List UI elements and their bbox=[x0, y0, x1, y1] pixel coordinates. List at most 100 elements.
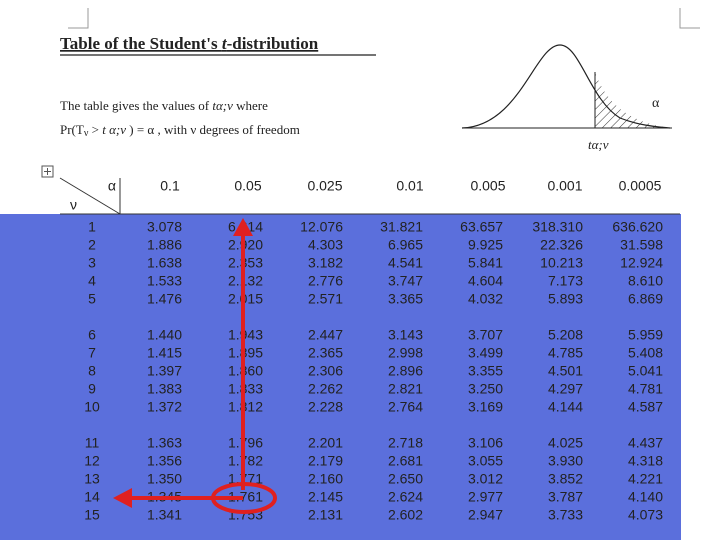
cell-value: 1.796 bbox=[228, 435, 263, 451]
selection-highlight bbox=[0, 214, 681, 540]
annotation bbox=[113, 218, 277, 514]
cell-value: 2.447 bbox=[308, 327, 343, 343]
curve-alpha: α bbox=[652, 96, 660, 111]
row-nu: 8 bbox=[88, 363, 96, 379]
cell-value: 4.144 bbox=[548, 399, 583, 415]
cell-value: 12.076 bbox=[300, 219, 343, 235]
cell-value: 2.998 bbox=[388, 345, 423, 361]
cell-value: 63.657 bbox=[460, 219, 503, 235]
cell-value: 2.145 bbox=[308, 489, 343, 505]
cell-value: 3.707 bbox=[468, 327, 503, 343]
column-header: 0.0005 bbox=[619, 178, 662, 194]
cell-value: 5.408 bbox=[628, 345, 663, 361]
cell-value: 2.896 bbox=[388, 363, 423, 379]
cell-value: 3.078 bbox=[147, 219, 182, 235]
corner-alpha: α bbox=[108, 178, 116, 194]
cell-value: 4.785 bbox=[548, 345, 583, 361]
cell-value: 4.437 bbox=[628, 435, 663, 451]
cell-value: 3.169 bbox=[468, 399, 503, 415]
cell-value: 4.587 bbox=[628, 399, 663, 415]
cell-value: 31.821 bbox=[380, 219, 423, 235]
cell-value: 3.355 bbox=[468, 363, 503, 379]
cell-value: 2.681 bbox=[388, 453, 423, 469]
cell-value: 7.173 bbox=[548, 273, 583, 289]
cell-value: 2.262 bbox=[308, 381, 343, 397]
cell-value: 1.761 bbox=[228, 489, 263, 505]
corner-nu: ν bbox=[70, 197, 77, 213]
cell-value: 5.208 bbox=[548, 327, 583, 343]
cell-value: 22.326 bbox=[540, 237, 583, 253]
cell-value: 2.947 bbox=[468, 507, 503, 523]
cell-value: 4.221 bbox=[628, 471, 663, 487]
row-nu: 9 bbox=[88, 381, 96, 397]
cell-value: 3.143 bbox=[388, 327, 423, 343]
cell-value: 4.140 bbox=[628, 489, 663, 505]
cell-value: 1.782 bbox=[228, 453, 263, 469]
cell-value: 1.341 bbox=[147, 507, 182, 523]
row-nu: 7 bbox=[88, 345, 96, 361]
cell-value: 1.533 bbox=[147, 273, 182, 289]
cell-value: 1.372 bbox=[147, 399, 182, 415]
cell-value: 2.571 bbox=[308, 291, 343, 307]
title: Table of the Student's t-distribution bbox=[60, 34, 319, 53]
cell-value: 1.440 bbox=[147, 327, 182, 343]
cell-value: 5.959 bbox=[628, 327, 663, 343]
row-nu: 11 bbox=[85, 435, 100, 451]
cell-value: 4.297 bbox=[548, 381, 583, 397]
cell-value: 1.356 bbox=[147, 453, 182, 469]
cell-value: 3.055 bbox=[468, 453, 503, 469]
cell-value: 1.363 bbox=[147, 435, 182, 451]
cell-value: 5.893 bbox=[548, 291, 583, 307]
cell-value: 9.925 bbox=[468, 237, 503, 253]
cell-value: 2.602 bbox=[388, 507, 423, 523]
column-header: 0.005 bbox=[470, 178, 505, 194]
cell-value: 1.415 bbox=[147, 345, 182, 361]
cell-value: 4.303 bbox=[308, 237, 343, 253]
cell-value: 31.598 bbox=[620, 237, 663, 253]
column-header: 0.05 bbox=[234, 178, 261, 194]
cell-value: 4.032 bbox=[468, 291, 503, 307]
cell-value: 2.131 bbox=[308, 507, 343, 523]
cell-value: 1.860 bbox=[228, 363, 263, 379]
row-nu: 14 bbox=[84, 489, 100, 505]
cell-value: 2.764 bbox=[388, 399, 423, 415]
row-nu: 4 bbox=[88, 273, 96, 289]
cell-value: 3.852 bbox=[548, 471, 583, 487]
cell-value: 5.041 bbox=[628, 363, 663, 379]
column-header: 0.001 bbox=[547, 178, 582, 194]
cell-value: 1.476 bbox=[147, 291, 182, 307]
cell-value: 8.610 bbox=[628, 273, 663, 289]
corner-diagonal bbox=[59, 177, 121, 215]
arrow-head bbox=[233, 218, 253, 236]
cell-value: 2.132 bbox=[228, 273, 263, 289]
cell-value: 1.886 bbox=[147, 237, 182, 253]
cell-value: 6.869 bbox=[628, 291, 663, 307]
column-header: 0.01 bbox=[396, 178, 423, 194]
cell-value: 2.650 bbox=[388, 471, 423, 487]
cell-value: 4.318 bbox=[628, 453, 663, 469]
cell-value: 2.920 bbox=[228, 237, 263, 253]
arrow-head bbox=[113, 488, 132, 508]
cell-value: 2.977 bbox=[468, 489, 503, 505]
cell-value: 2.015 bbox=[228, 291, 263, 307]
cell-value: 4.781 bbox=[628, 381, 663, 397]
cell-value: 12.924 bbox=[620, 255, 663, 271]
cell-value: 3.365 bbox=[388, 291, 423, 307]
cell-value: 5.841 bbox=[468, 255, 503, 271]
highlight-circle bbox=[211, 482, 277, 514]
cell-value: 2.776 bbox=[308, 273, 343, 289]
row-nu: 15 bbox=[84, 507, 100, 523]
cell-value: 2.353 bbox=[228, 255, 263, 271]
row-nu: 13 bbox=[84, 471, 100, 487]
cell-value: 2.821 bbox=[388, 381, 423, 397]
cell-value: 3.787 bbox=[548, 489, 583, 505]
cell-value: 3.499 bbox=[468, 345, 503, 361]
cell-value: 1.895 bbox=[228, 345, 263, 361]
corner-mark bbox=[68, 8, 89, 29]
cell-value: 2.306 bbox=[308, 363, 343, 379]
cell-value: 3.250 bbox=[468, 381, 503, 397]
row-nu: 3 bbox=[88, 255, 96, 271]
cell-value: 4.541 bbox=[388, 255, 423, 271]
column-header: 0.025 bbox=[307, 178, 342, 194]
